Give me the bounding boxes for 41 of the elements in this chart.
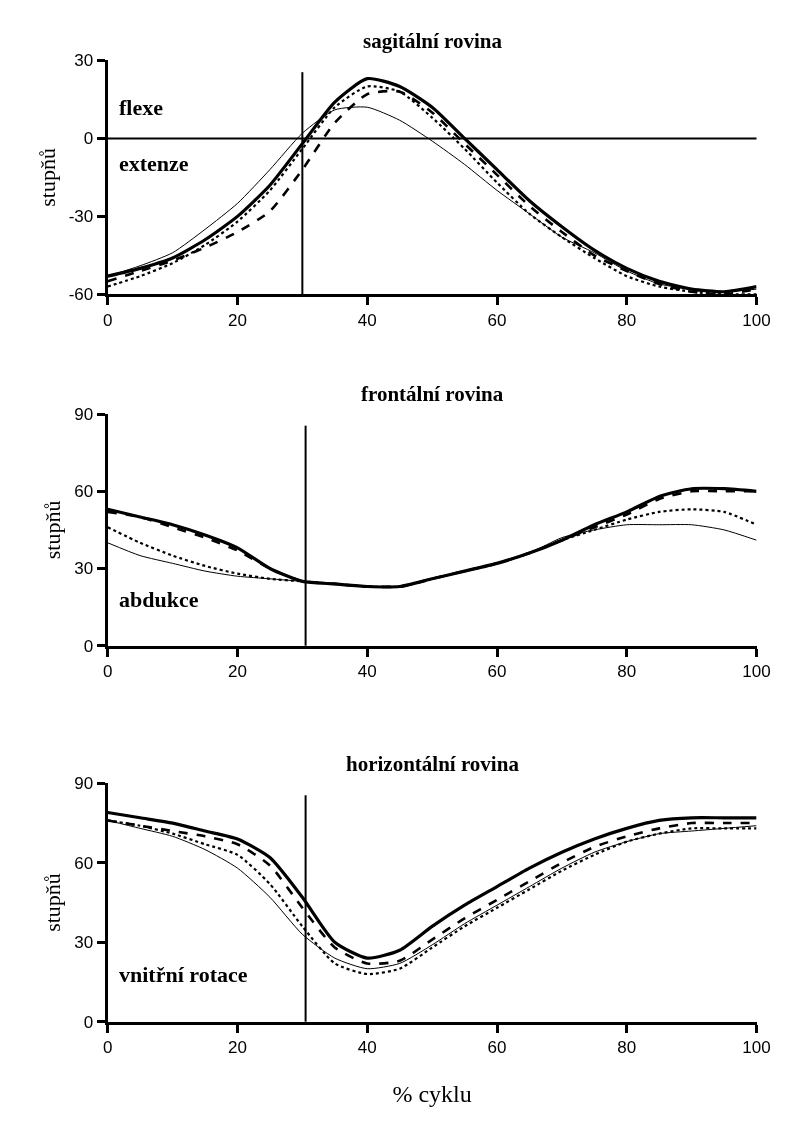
- x-tick-label: 60: [487, 662, 507, 682]
- y-tick-label: 0: [83, 636, 94, 656]
- x-tick-label: 80: [617, 310, 637, 330]
- x-tick-label: 40: [357, 310, 377, 330]
- x-tick-label: 0: [102, 662, 113, 682]
- y-tick-label: -60: [68, 285, 94, 305]
- y-tick-label: 60: [74, 853, 94, 873]
- x-tick-label: 60: [487, 1038, 507, 1058]
- x-tick-label: 100: [742, 1038, 771, 1058]
- annotation: vnitřní rotace: [119, 962, 248, 987]
- x-axis-title: % cyklu: [392, 1081, 472, 1108]
- y-tick-label: 30: [74, 51, 94, 71]
- x-tick-label: 100: [742, 310, 771, 330]
- x-tick-label: 20: [228, 1038, 247, 1058]
- y-tick-label: 60: [74, 482, 94, 502]
- x-tick-label: 40: [357, 1038, 377, 1058]
- annotation: extenze: [119, 151, 189, 176]
- x-tick-label: 40: [357, 662, 377, 682]
- x-tick-label: 20: [228, 662, 247, 682]
- y-tick-label: 30: [74, 559, 94, 579]
- x-tick-label: 80: [617, 662, 637, 682]
- y-axis-title: stupňů: [40, 500, 66, 560]
- y-axis-title: stupňů: [40, 873, 66, 932]
- x-tick-label: 0: [102, 310, 113, 330]
- y-tick-label: -30: [68, 207, 94, 227]
- annotation: flexe: [119, 95, 164, 120]
- y-tick-label: 90: [74, 405, 94, 425]
- x-tick-label: 80: [617, 1038, 637, 1058]
- y-tick-label: 90: [74, 774, 94, 794]
- x-tick-label: 100: [742, 662, 771, 682]
- x-tick-label: 0: [102, 1038, 113, 1058]
- annotation: abdukce: [119, 587, 199, 612]
- y-tick-label: 30: [74, 933, 94, 953]
- chart-title: frontální rovina: [361, 382, 504, 406]
- x-tick-label: 60: [487, 310, 507, 330]
- x-tick-label: 20: [228, 310, 247, 330]
- y-tick-label: 0: [83, 129, 94, 149]
- y-axis-title: stupňů: [34, 148, 60, 207]
- y-tick-label: 0: [83, 1012, 94, 1032]
- chart-title: horizontální rovina: [346, 752, 520, 776]
- chart-title: sagitální rovina: [363, 29, 503, 53]
